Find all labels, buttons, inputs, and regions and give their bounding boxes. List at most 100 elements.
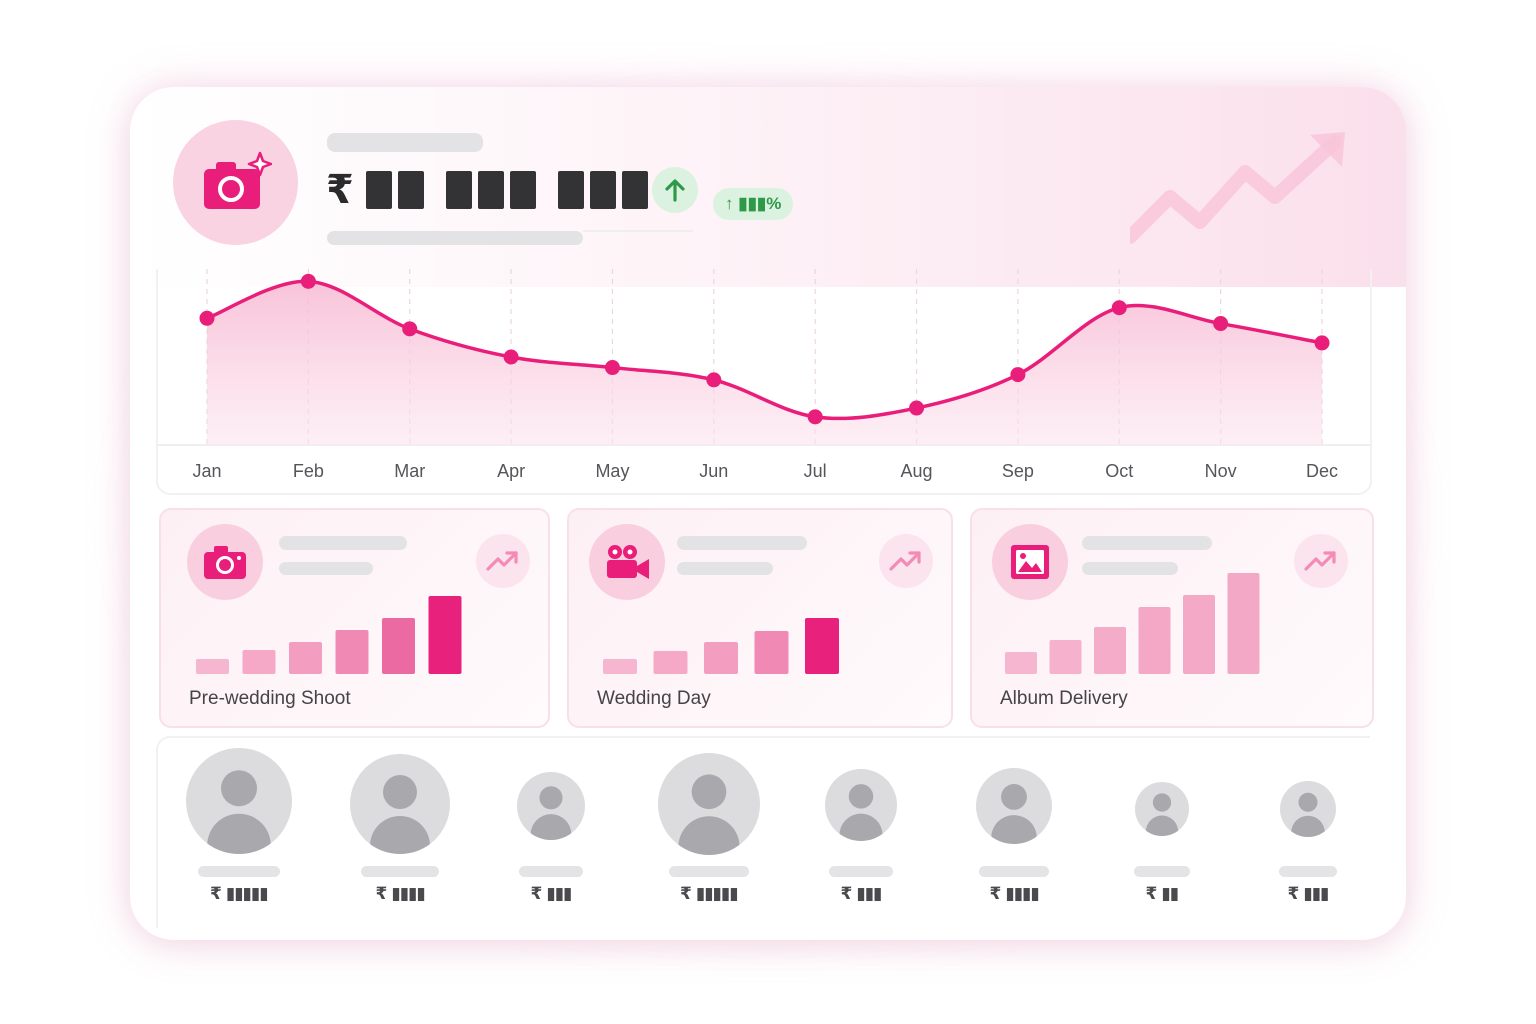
chart-data-point[interactable]	[909, 400, 925, 416]
service-subtitle-placeholder	[279, 562, 373, 575]
trend-up-arrow-icon	[1130, 132, 1345, 244]
x-tick-label: Jul	[804, 461, 827, 481]
currency-symbol: ₹	[210, 884, 222, 904]
service-subtitle-placeholder	[677, 562, 773, 575]
x-tick-label: Dec	[1306, 461, 1338, 481]
client-name-placeholder	[519, 866, 583, 877]
subtitle-placeholder	[327, 231, 583, 245]
trend-up-icon	[879, 534, 933, 588]
currency-symbol: ₹	[840, 884, 853, 904]
service-bar	[242, 650, 276, 674]
chart-data-point[interactable]	[1314, 335, 1330, 351]
client-name-placeholder	[1134, 866, 1190, 877]
chart-data-point[interactable]	[503, 349, 519, 365]
currency-symbol: ₹	[1145, 884, 1158, 904]
currency-symbol: ₹	[680, 884, 692, 904]
service-bar	[1227, 573, 1260, 674]
chart-area-fill	[207, 281, 1322, 445]
avatar-icon	[1280, 781, 1336, 837]
x-tick-label: Mar	[394, 461, 425, 481]
service-title-placeholder	[1082, 536, 1212, 550]
service-bar	[335, 630, 369, 674]
subtitle-underline	[583, 230, 693, 232]
service-card-pre-wedding[interactable]: Pre-wedding Shoot	[159, 508, 550, 728]
currency-symbol: ₹	[375, 884, 388, 904]
service-bar-chart	[196, 596, 462, 674]
chart-data-point[interactable]	[199, 310, 215, 326]
monthly-chart: Jan Feb Mar Apr May Jun Jul Aug Sep Oct Nov Dec	[156, 269, 1372, 495]
service-bar	[704, 642, 738, 674]
avatar-icon	[825, 769, 897, 841]
masked-amount: ▮▮▮▮	[391, 884, 425, 904]
video-camera-icon	[589, 524, 665, 600]
avatar-icon	[517, 772, 585, 840]
service-label: Album Delivery	[1000, 688, 1128, 709]
camera-icon	[187, 524, 263, 600]
currency-symbol: ₹	[530, 884, 543, 904]
client-name-placeholder	[979, 866, 1049, 877]
service-bar	[289, 642, 322, 674]
x-tick-label: Sep	[1002, 461, 1034, 481]
service-bar	[1183, 595, 1215, 674]
avatar-icon	[186, 748, 292, 854]
x-tick-label: Oct	[1105, 461, 1133, 481]
service-bar	[428, 596, 462, 674]
total-revenue-amount: ₹	[326, 167, 648, 213]
chart-data-point[interactable]	[604, 360, 620, 376]
chart-data-point[interactable]	[402, 321, 418, 337]
currency-symbol: ₹	[1287, 884, 1300, 904]
service-bar	[1005, 652, 1037, 674]
chart-data-point[interactable]	[706, 372, 722, 388]
chart-data-point[interactable]	[1111, 300, 1127, 316]
x-tick-label: May	[595, 461, 629, 481]
image-icon	[992, 524, 1068, 600]
client-earning: ₹ ▮▮▮	[530, 884, 573, 904]
client-name-placeholder	[361, 866, 439, 877]
service-bar	[754, 631, 789, 674]
header-wash	[130, 87, 1406, 287]
client-name-placeholder	[669, 866, 749, 877]
trend-up-icon	[476, 534, 530, 588]
client-earning: ₹ ▮▮▮▮▮	[680, 884, 739, 904]
client-list: ₹ ▮▮▮▮▮ ₹ ▮▮▮▮ ₹ ▮▮▮ ₹ ▮▮▮▮▮ ₹ ▮▮▮ ₹ ▮▮▮▮ ₹ ▮▮ ₹ ▮▮▮	[156, 736, 1370, 928]
chart-series-line	[206, 279, 1323, 421]
client-earning: ₹ ▮▮▮	[1287, 884, 1330, 904]
client-name-placeholder	[198, 866, 280, 877]
service-card-album-delivery[interactable]: Album Delivery	[970, 508, 1374, 728]
line-chart-svg: Jan Feb Mar Apr May Jun Jul Aug Sep Oct Nov Dec	[158, 269, 1370, 481]
avatar-icon	[658, 753, 760, 855]
x-tick-label: Aug	[901, 461, 933, 481]
masked-amount: ▮▮	[1161, 884, 1179, 904]
chart-data-point[interactable]	[1010, 367, 1026, 383]
trend-up-icon	[1294, 534, 1348, 588]
growth-badge-text: ↑ ▮▮▮%	[725, 194, 782, 213]
x-tick-label: Jun	[699, 461, 728, 481]
service-bar	[382, 618, 415, 674]
service-label: Wedding Day	[597, 688, 711, 709]
client-earning: ₹ ▮▮▮▮▮	[210, 884, 269, 904]
client-earning: ₹ ▮▮▮▮	[990, 884, 1040, 904]
avatar-icon	[350, 754, 450, 854]
service-bar-chart	[1005, 573, 1260, 674]
client-earning: ₹ ▮▮▮	[840, 884, 883, 904]
service-bar	[196, 659, 229, 674]
service-label: Pre-wedding Shoot	[189, 688, 351, 709]
title-placeholder	[327, 133, 483, 152]
client-earning: ₹ ▮▮▮▮	[375, 884, 426, 904]
service-bar-chart	[603, 618, 839, 674]
chart-data-point[interactable]	[807, 409, 823, 425]
x-tick-label: Nov	[1205, 461, 1237, 481]
masked-amount: ▮▮▮▮▮	[695, 884, 739, 904]
x-tick-label: Jan	[192, 461, 221, 481]
service-bar	[653, 651, 688, 674]
service-card-wedding-day[interactable]: Wedding Day	[567, 508, 953, 728]
dashboard-card: ₹ ↑ ▮▮▮% Jan Feb Mar Apr Ma	[130, 87, 1406, 940]
chart-data-point[interactable]	[1213, 316, 1229, 332]
avatar-icon	[976, 768, 1052, 844]
avatar-icon	[1135, 782, 1189, 836]
client-name-placeholder	[1279, 866, 1337, 877]
currency-symbol: ₹	[326, 167, 354, 213]
masked-amount: ▮▮▮	[546, 884, 572, 904]
chart-data-point[interactable]	[300, 273, 316, 289]
service-bar	[1138, 607, 1171, 674]
